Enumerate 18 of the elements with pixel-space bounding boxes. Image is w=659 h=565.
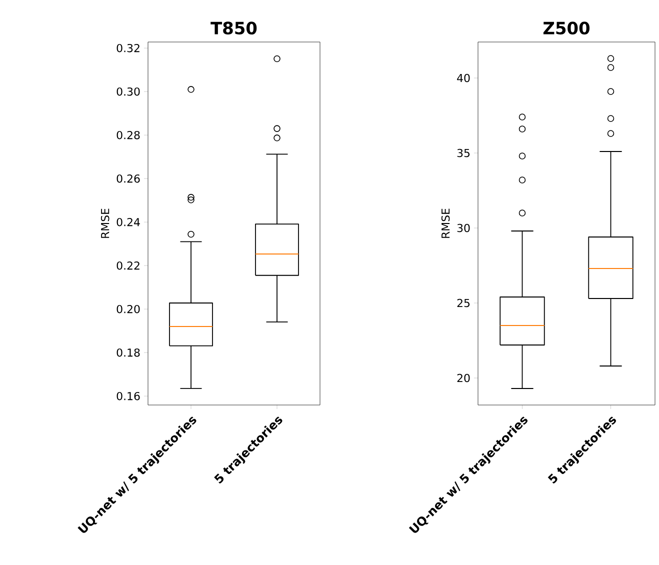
chart-title: T850 xyxy=(210,22,257,34)
y-tick-label: 0.16 xyxy=(116,392,140,400)
y-axis-title: RMSE xyxy=(441,208,450,238)
y-tick-label: 40 xyxy=(457,74,470,82)
y-tick-label: 0.32 xyxy=(116,44,140,52)
y-tick-label: 0.18 xyxy=(116,348,140,357)
y-tick-label: 0.28 xyxy=(116,130,140,140)
y-tick-label: 0.30 xyxy=(116,87,140,96)
y-axis-title: RMSE xyxy=(100,208,110,238)
y-tick-label: 20 xyxy=(457,374,470,382)
y-tick-label: 0.26 xyxy=(116,174,140,183)
y-tick-label: 30 xyxy=(457,224,470,232)
y-tick-label: 0.20 xyxy=(116,304,140,314)
y-tick-label: 35 xyxy=(457,148,470,158)
y-tick-label: 0.22 xyxy=(116,261,140,270)
chart-title: Z500 xyxy=(543,22,590,34)
y-tick-label: 25 xyxy=(457,298,470,308)
y-tick-label: 0.24 xyxy=(116,218,140,226)
